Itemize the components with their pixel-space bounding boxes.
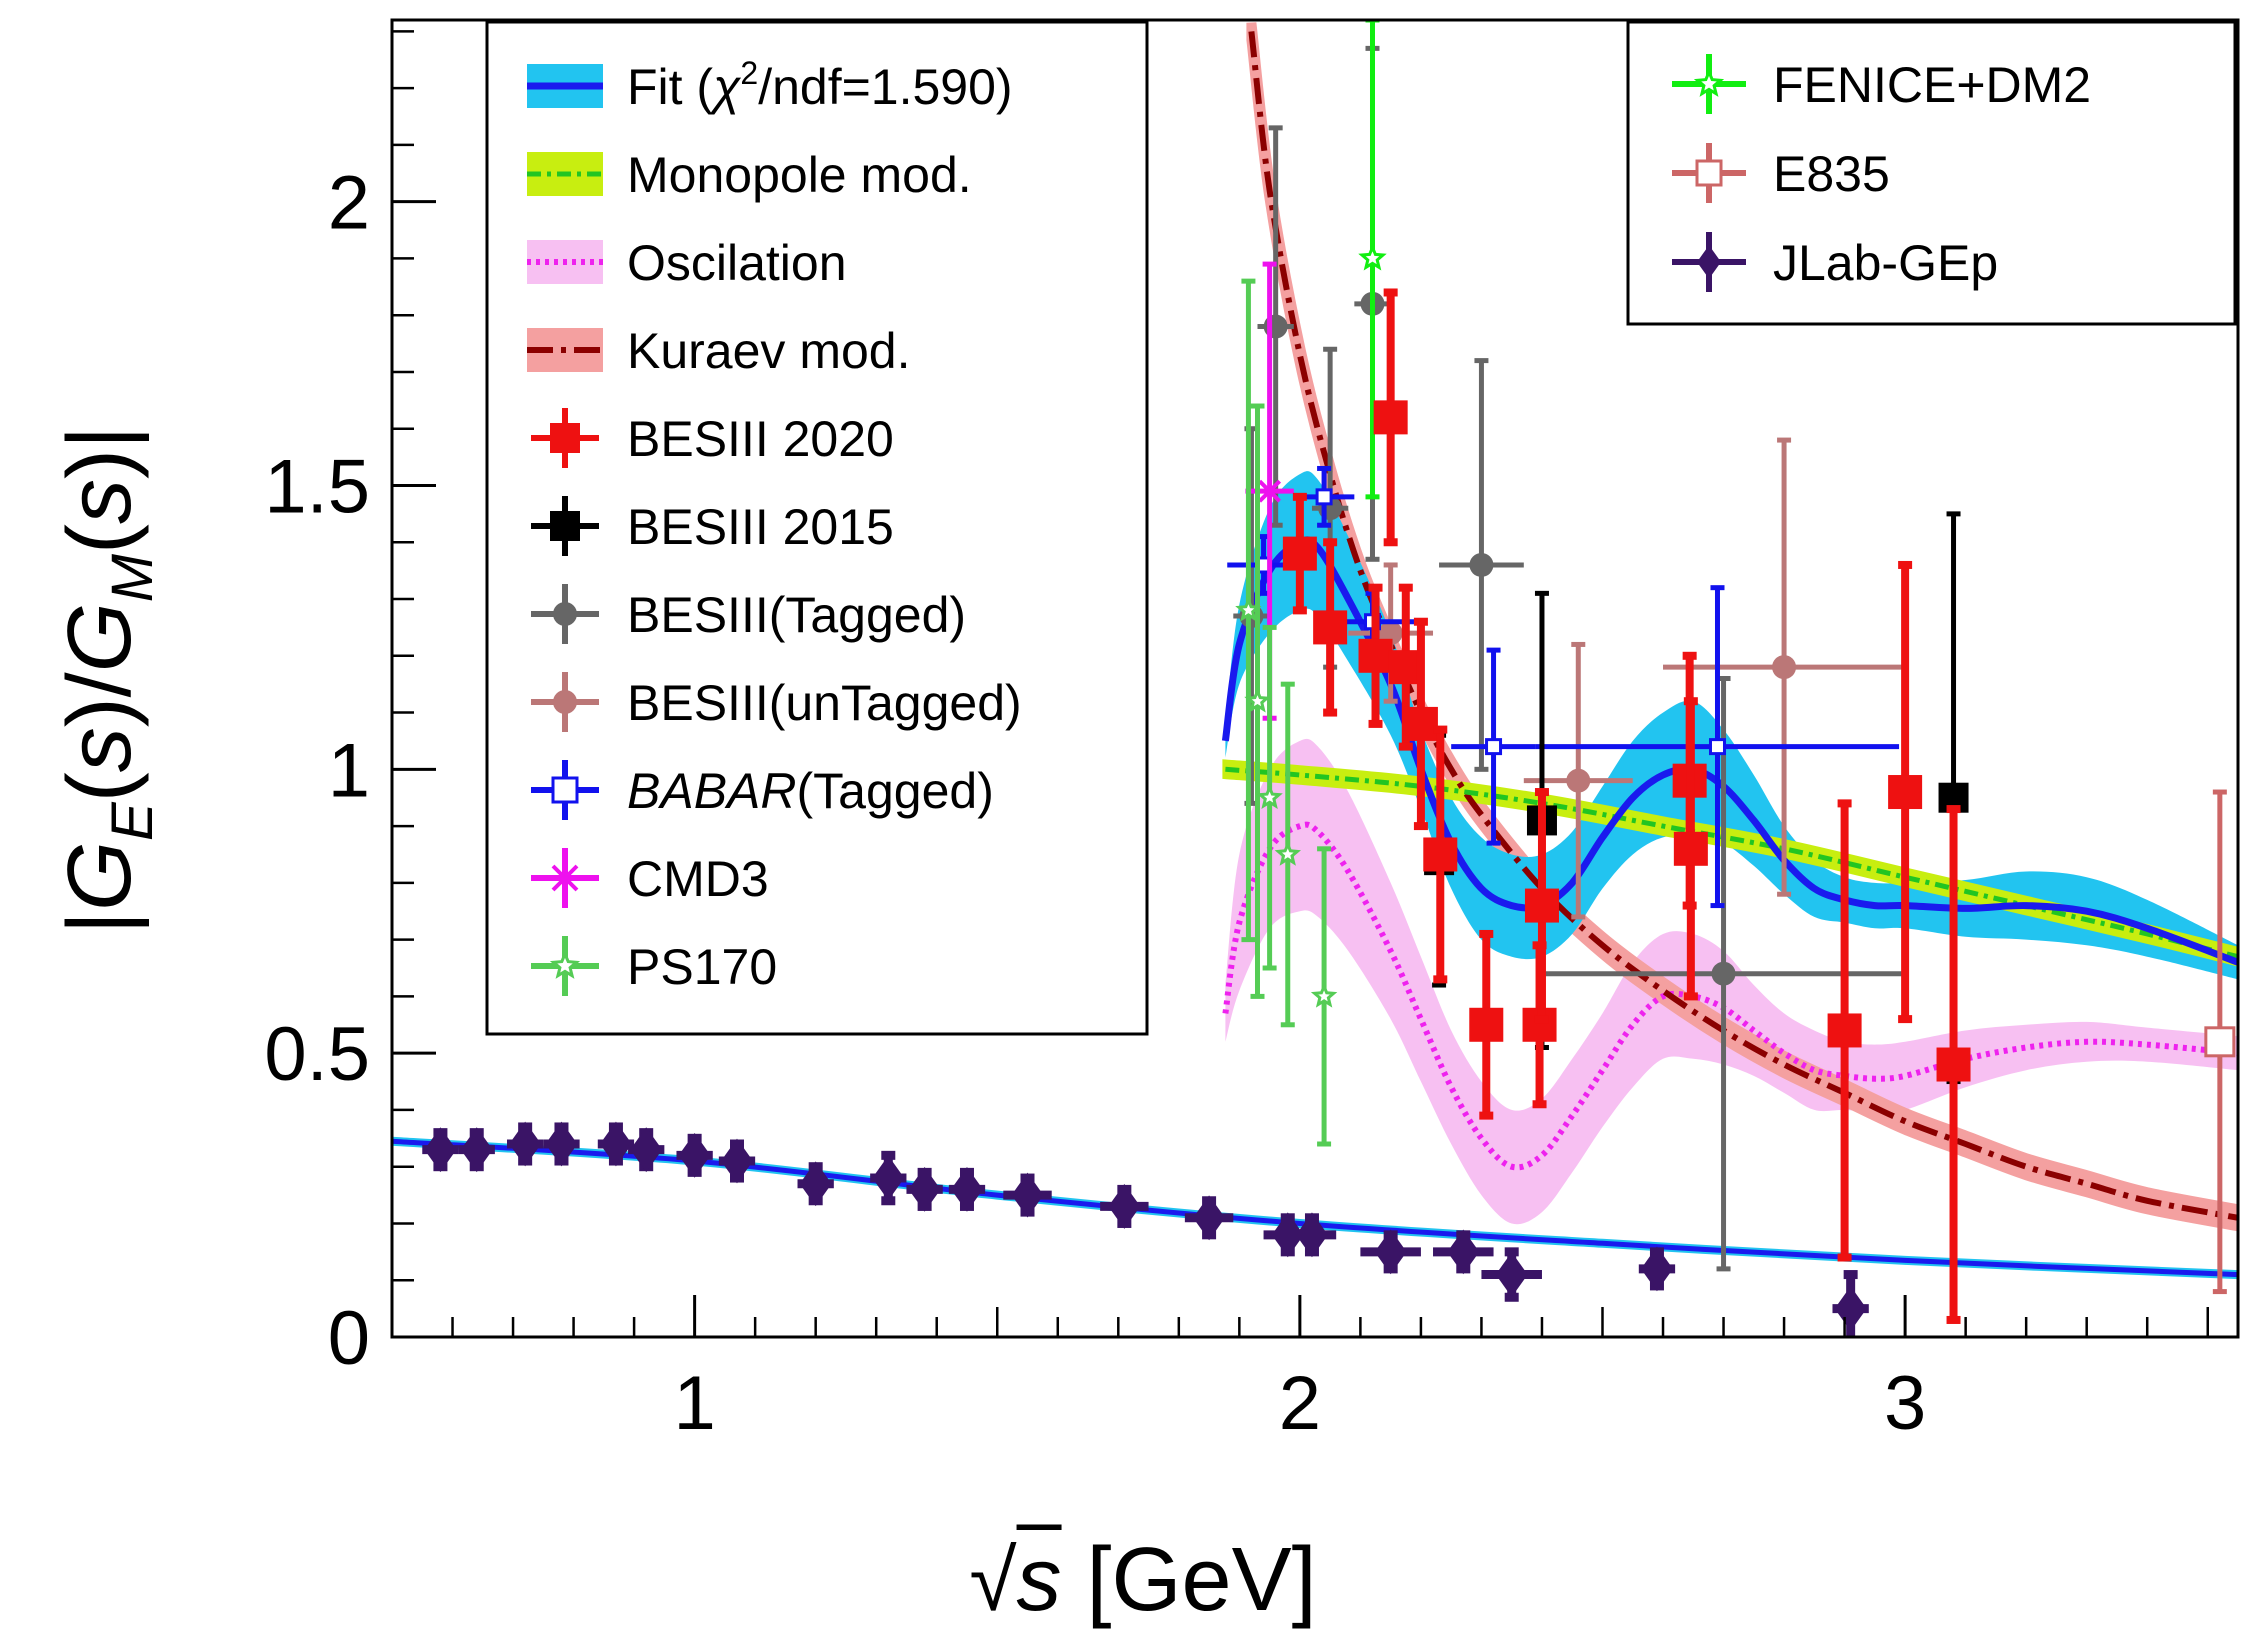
besiii_tagged-point [1469,552,1494,577]
jlab-point [424,1127,457,1173]
legend-right: FENICE+DM2 E835 JLab-GEp [1626,20,2237,326]
jlab-point [1374,1229,1407,1275]
x-tick-label: 3 [1884,1361,1926,1446]
besiii_untagged-point [1566,768,1591,793]
jlab-point [460,1127,493,1173]
legend-label-jlab: JLab-GEp [1773,235,1998,291]
legend-swatch-besiii_untagged-marker [553,690,577,714]
jlab-point [720,1138,753,1184]
besiii2020-point [1373,400,1408,435]
ps170-point [1310,982,1338,1008]
besiii2020-point [1888,775,1923,810]
babar-point [1315,488,1333,506]
legend-label-kuraev: Kuraev mod. [627,323,910,379]
axes: 1 2 3 0 0.5 1 1.5 2 [264,30,2209,1446]
jlab-point [1295,1212,1328,1258]
babar-point [1708,738,1726,756]
besiii2020-point [1827,1013,1862,1048]
legend-swatch-babar-marker [551,776,579,804]
y-tick-label: 1 [328,728,370,813]
jlab-point [1011,1172,1044,1218]
jlab-point [908,1167,941,1212]
legend-swatch-besiii2020-marker [550,423,580,453]
jlab-point [1640,1246,1673,1292]
legend-swatch-fenice-marker [1693,68,1725,97]
legend-label-oscillation: Oscilation [627,235,847,291]
kuraev-curve [1248,31,2238,1221]
oscillation-curve [1222,821,2238,1171]
babar-point [1485,738,1503,756]
jlab-point [1495,1252,1528,1297]
jlab-point [1834,1286,1867,1332]
besiii_untagged-point [1772,655,1797,680]
y-tick-label: 0.5 [264,1012,370,1097]
besiii2020-point [1524,888,1559,923]
besiii2020-point [1423,837,1458,872]
legend-label-babar: BABAR(Tagged) [627,763,994,819]
legend-label-e835: E835 [1773,146,1890,202]
ps170-point [1256,783,1283,809]
legend-label-besiii2020: BESIII 2020 [627,411,894,467]
jlab-point [872,1155,905,1201]
x-tick-label: 2 [1279,1361,1321,1446]
jlab-point [678,1132,711,1178]
jlab-point [599,1121,632,1167]
besiii2020-point [1469,1007,1504,1042]
fit-band [1225,471,2238,980]
series-fenice [1358,20,1387,500]
e835-point [2204,1026,2236,1058]
jlab-point [799,1161,832,1207]
series-jlab [422,1121,1869,1337]
monopole-curve [1225,766,2238,960]
legend-label-ps170: PS170 [627,939,777,995]
legend-label-besiii2015: BESIII 2015 [627,499,894,555]
svg-text:|GE(s)/GM(s)|: |GE(s)/GM(s)| [50,426,165,935]
besiii2020-point [1673,831,1708,866]
jlab-point [1193,1195,1226,1241]
series-besiii2020 [1282,288,1971,1324]
jlab-point [509,1121,542,1167]
legend-label-fenice: FENICE+DM2 [1773,57,2091,113]
x-axis-title: √s [GeV] [969,1530,1316,1630]
legend-swatch-cmd3-marker [551,864,579,892]
legend-label-fit: Fit (χ2/ndf=1.590) [627,55,1013,115]
series-babar [1227,465,1900,909]
y-axis-title: |GE(s)/GM(s)| [50,426,165,935]
y-tick-label: 0 [328,1296,370,1381]
besiii2020-point [1282,536,1317,571]
cmd3-point [1258,479,1282,503]
series-ps170 [1235,278,1338,1147]
fenice-point [1358,243,1387,271]
jlab-point [545,1121,578,1167]
jlab-point [1108,1184,1141,1229]
jlab-point [950,1167,983,1212]
data-points [422,20,2236,1337]
legend-swatch-ps170-marker [549,950,581,979]
besiii2020-point [1358,638,1393,673]
legend-swatch-besiii2015-marker [550,511,580,541]
legend-swatch-jlab-marker [1697,245,1721,279]
y-tick-label: 1.5 [264,444,370,529]
legend-left: Fit (χ2/ndf=1.590) Monopole mod. Oscilat… [485,20,1149,1036]
ps170-point [1244,687,1271,713]
legend-label-cmd3: CMD3 [627,851,769,907]
legend-label-besiii-untagged: BESIII(unTagged) [627,675,1022,731]
legend-label-monopole: Monopole mod. [627,147,972,203]
x-tick-label: 1 [673,1361,715,1446]
jlab-point [1447,1229,1480,1275]
legend-swatch-besiii_tagged-marker [553,602,577,626]
besiii_tagged-point [1711,961,1736,986]
besiii2020-point [1313,610,1348,645]
besiii2020-point [1936,1047,1971,1082]
jlab-point [630,1127,663,1173]
besiii2020-point [1403,706,1438,741]
plot-frame [390,18,2240,1339]
y-tick-label: 2 [328,161,370,246]
series-e835 [2204,789,2236,1295]
legend-label-besiii-tagged: BESIII(Tagged) [627,587,966,643]
ps170-point [1274,840,1302,866]
legend-swatch-e835-marker [1695,159,1723,187]
